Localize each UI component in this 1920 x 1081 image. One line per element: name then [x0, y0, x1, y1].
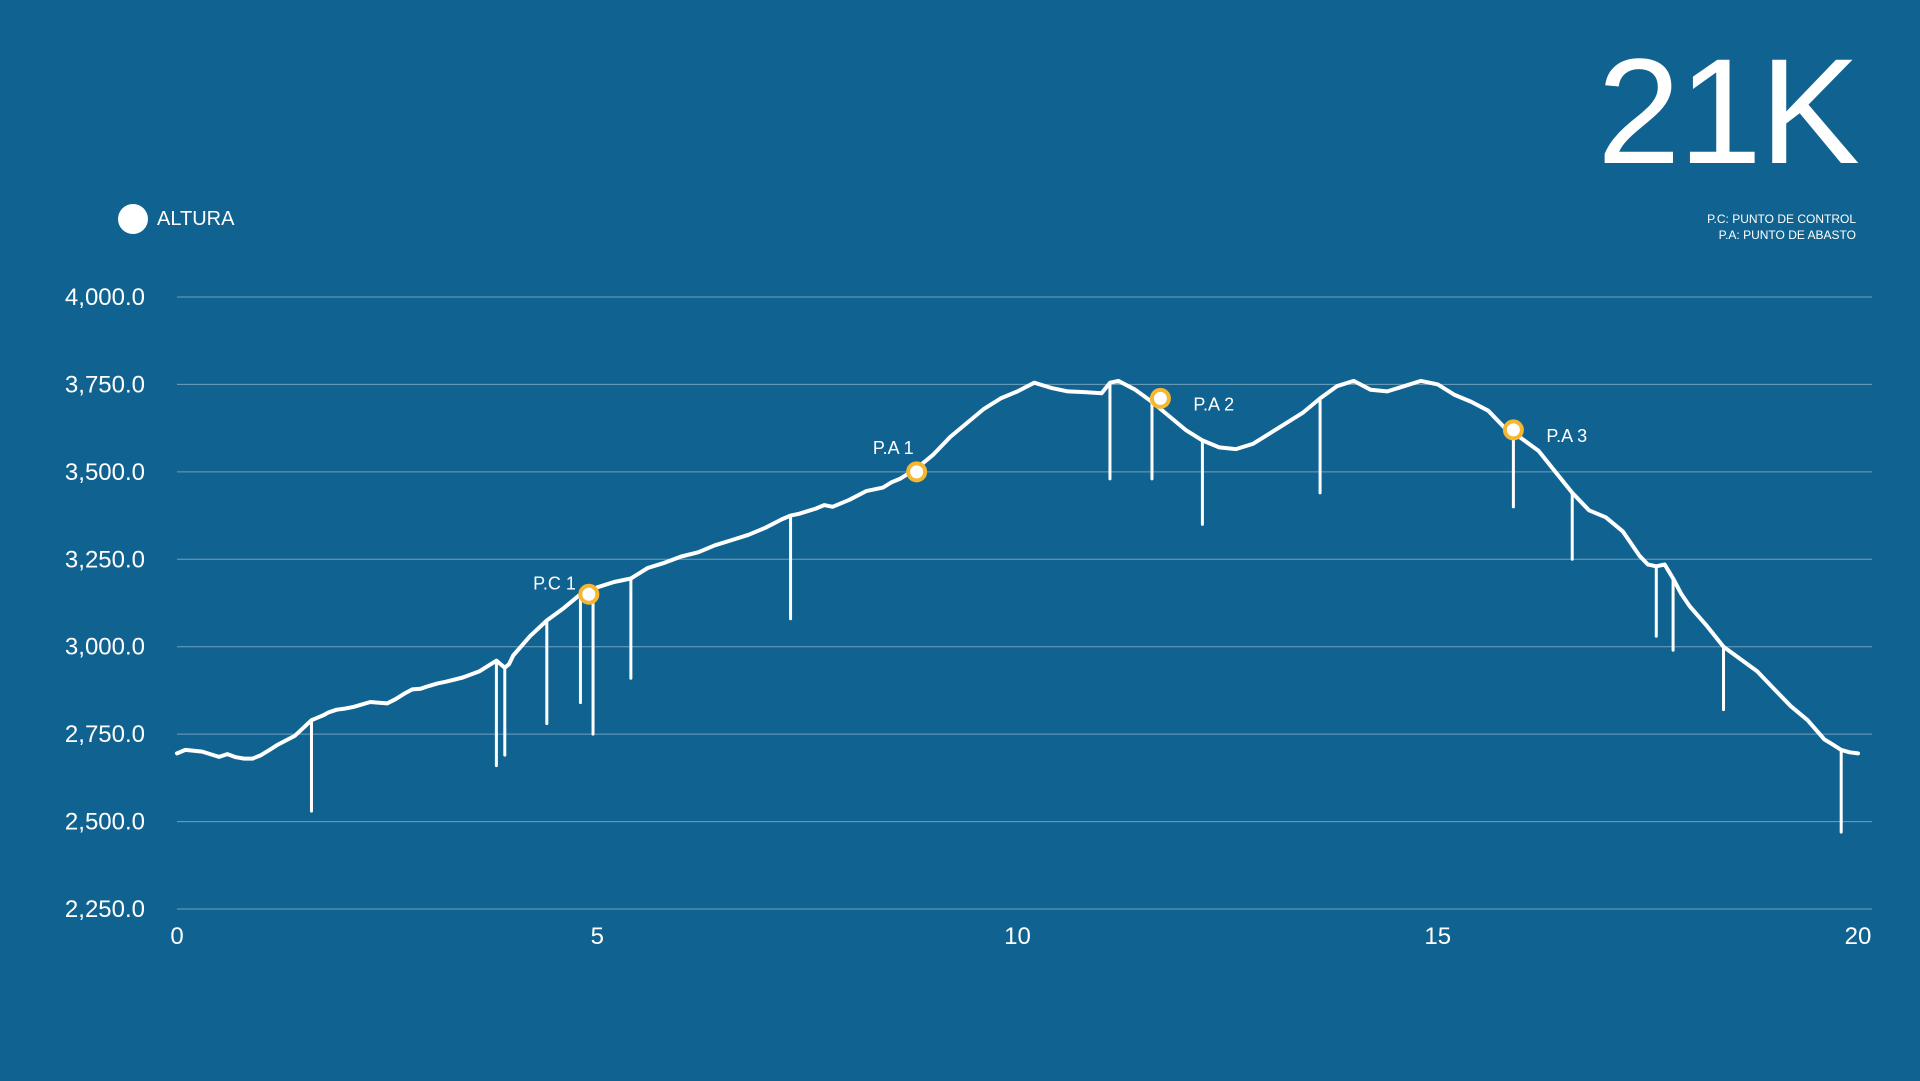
x-tick-label: 0: [170, 923, 183, 950]
race-distance-title: 21K: [1597, 27, 1860, 195]
series-legend: ALTURA: [118, 204, 234, 234]
legend-dot-icon: [118, 204, 148, 234]
legend-label: ALTURA: [157, 207, 235, 230]
legend-notes: P.C: PUNTO DE CONTROL P.A: PUNTO DE ABAS…: [1707, 211, 1856, 243]
x-tick-label: 5: [591, 923, 604, 950]
annotations: P.C 1 P.A 1 P.A 2 P.A 3: [533, 387, 1587, 605]
checkpoint-label: P.A 1: [873, 438, 914, 458]
checkpoint-label: P.C 1: [533, 573, 576, 593]
y-tick-label: 2,250.0: [65, 896, 145, 923]
y-tick-label: 4,000.0: [65, 284, 145, 311]
note-punto-abasto: P.A: PUNTO DE ABASTO: [1718, 228, 1856, 242]
x-tick-label: 10: [1004, 923, 1031, 950]
x-tick-label: 20: [1845, 923, 1872, 950]
y-tick-label: 3,750.0: [65, 371, 145, 398]
checkpoint-marker: [906, 461, 928, 483]
y-axis-ticks: 4,000.0 3,750.0 3,500.0 3,250.0 3,000.0 2,750…: [65, 284, 145, 923]
grid-lines: [177, 296, 1872, 910]
y-tick-label: 3,250.0: [65, 546, 145, 573]
checkpoint-marker: [578, 583, 600, 605]
checkpoint-marker: [1149, 387, 1171, 409]
series-altura: [175, 378, 1860, 834]
y-tick-label: 2,500.0: [65, 809, 145, 836]
y-tick-label: 3,000.0: [65, 634, 145, 661]
checkpoint-marker: [1502, 419, 1524, 441]
y-tick-label: 2,750.0: [65, 721, 145, 748]
checkpoint-label: P.A 3: [1546, 426, 1587, 446]
y-tick-label: 3,500.0: [65, 459, 145, 486]
elevation-line: [175, 378, 1860, 761]
checkpoint-label: P.A 2: [1193, 394, 1234, 414]
note-punto-control: P.C: PUNTO DE CONTROL: [1707, 212, 1856, 226]
x-axis-ticks: 0 5 10 15 20: [170, 923, 1871, 950]
x-tick-label: 15: [1424, 923, 1451, 950]
